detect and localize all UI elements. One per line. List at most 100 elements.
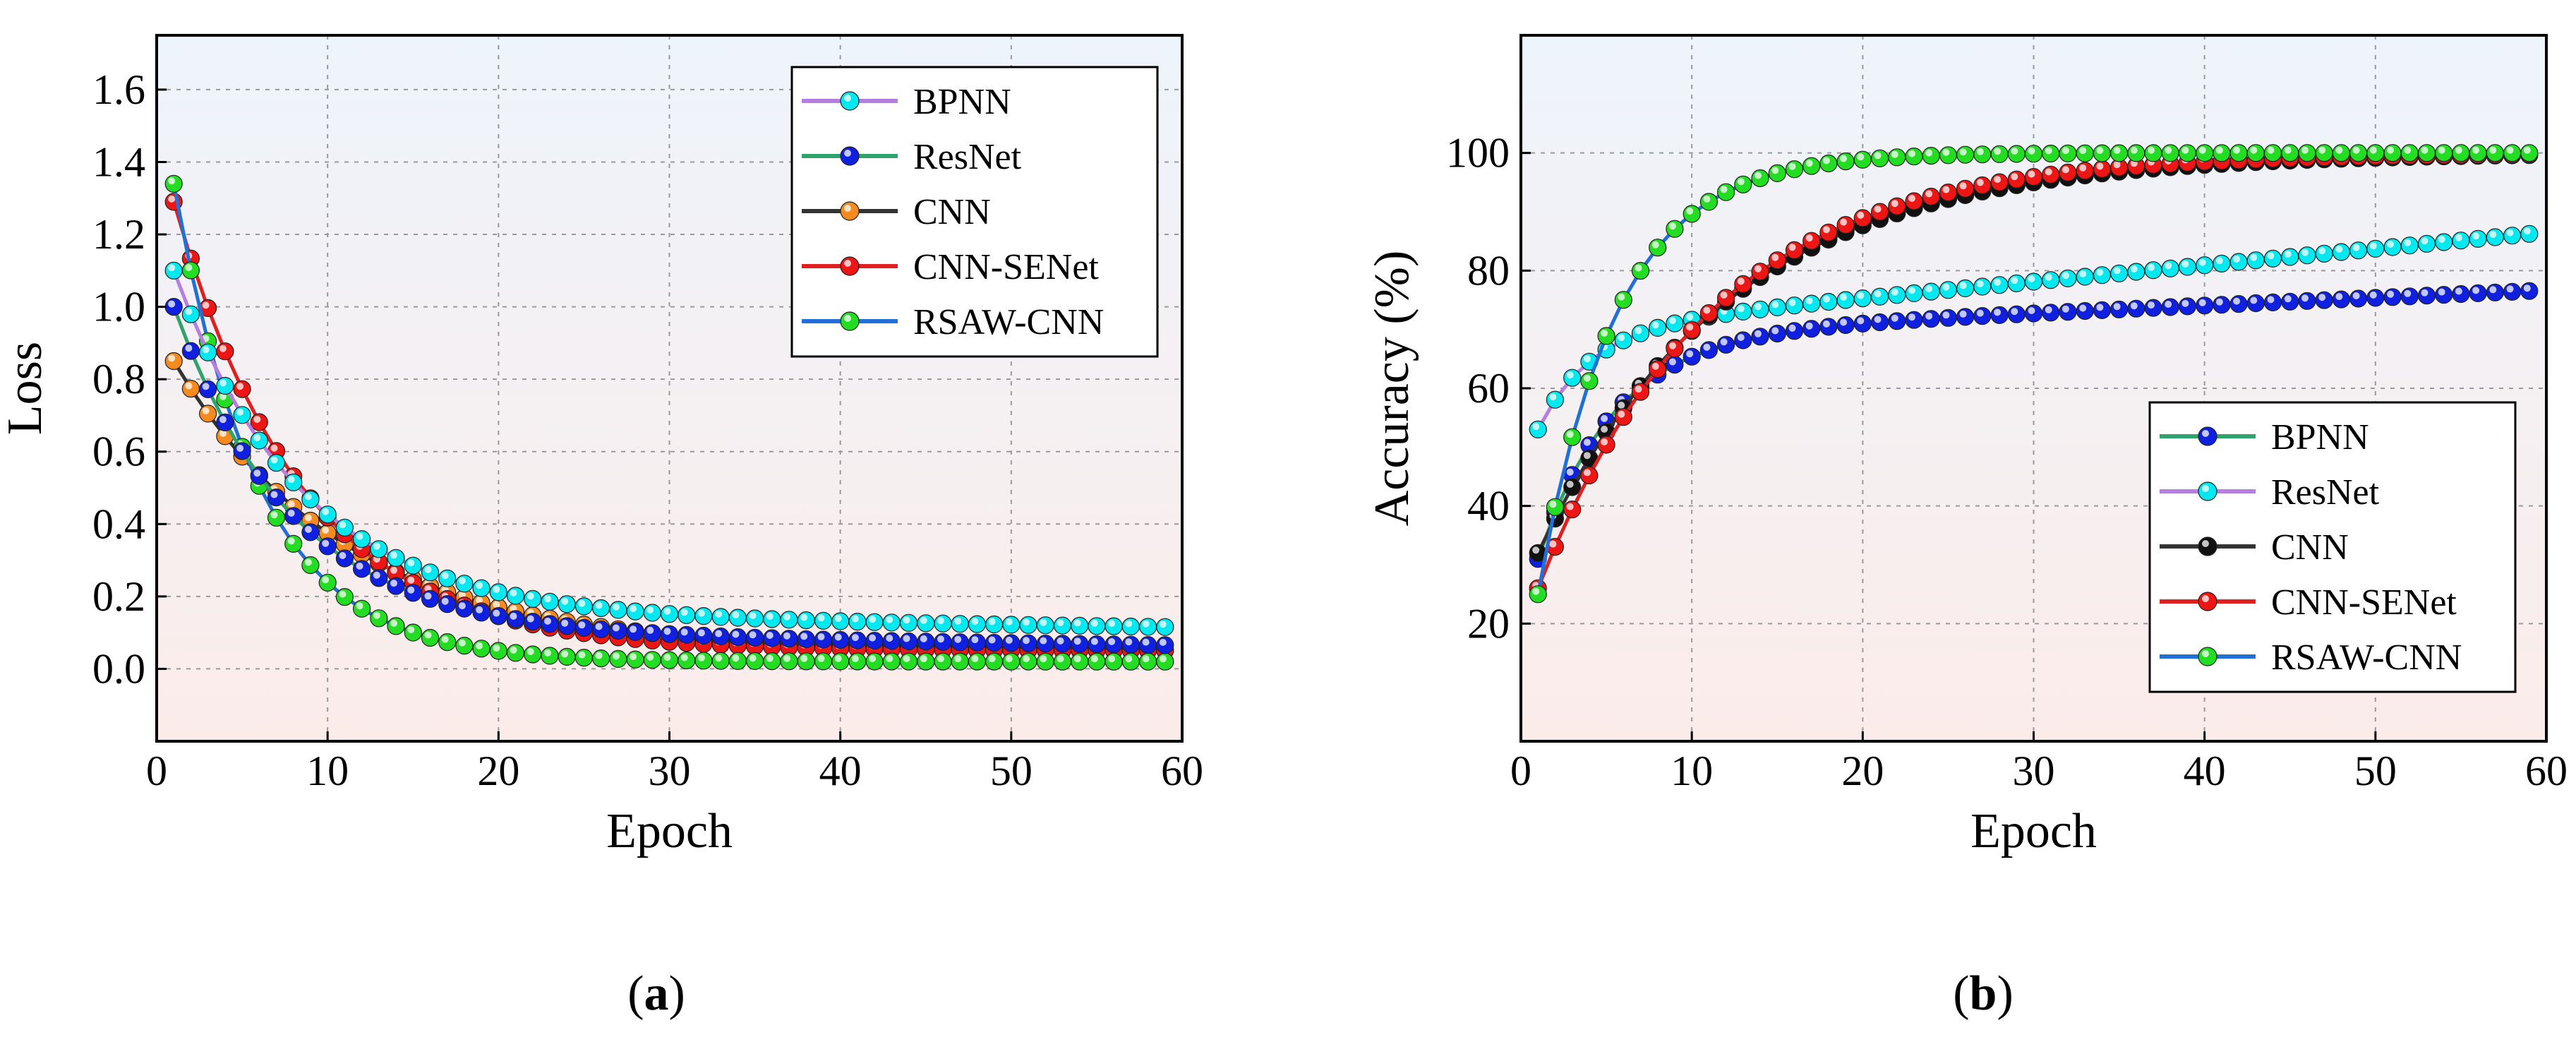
point-sheen: [441, 597, 449, 605]
point-sheen: [2011, 308, 2018, 316]
point-sheen: [458, 577, 466, 585]
point-sheen: [2198, 299, 2206, 306]
point-sheen: [202, 346, 210, 354]
point-sheen: [1891, 200, 1898, 208]
point-sheen: [844, 315, 851, 322]
y-tick-label: 0.8: [92, 356, 145, 402]
point-sheen: [1737, 305, 1745, 313]
x-tick-label: 0: [1510, 748, 1531, 794]
legend-item: BPNN: [802, 82, 1011, 122]
point-sheen: [1720, 338, 1728, 346]
point-sheen: [2202, 650, 2209, 657]
point-sheen: [697, 654, 705, 661]
point-sheen: [561, 597, 569, 605]
point-sheen: [2472, 232, 2480, 240]
point-sheen: [1583, 355, 1591, 363]
point-sheen: [1840, 155, 1848, 162]
point-sheen: [2369, 242, 2377, 250]
point-sheen: [2181, 146, 2189, 154]
point-sheen: [2113, 303, 2121, 311]
point-sheen: [663, 607, 671, 615]
point-sheen: [322, 576, 330, 584]
point-sheen: [732, 611, 740, 618]
point-sheen: [783, 654, 790, 662]
accuracy-chart: 0 10 20 30 40 50 60 20 40 60 80 100 Epoch Accuracy (%…: [1365, 34, 2568, 858]
point-sheen: [2438, 288, 2445, 296]
point-sheen: [2165, 301, 2172, 308]
point-sheen: [2079, 164, 2087, 172]
point-sheen: [2523, 227, 2531, 235]
legend-item: ResNet: [2160, 472, 2380, 513]
y-tick-label: 20: [1467, 600, 1510, 647]
point-sheen: [971, 636, 979, 644]
point-sheen: [1005, 618, 1013, 625]
point-sheen: [834, 633, 842, 641]
point-sheen: [510, 589, 517, 597]
point-sheen: [236, 408, 244, 416]
point-sheen: [1857, 317, 1865, 325]
point-sheen: [2181, 299, 2189, 307]
point-sheen: [1771, 301, 1779, 309]
point-sheen: [185, 345, 193, 352]
point-sheen: [253, 434, 261, 441]
point-sheen: [168, 300, 176, 308]
x-tick-label: 10: [306, 748, 349, 794]
point-sheen: [1583, 452, 1591, 460]
point-sheen: [2284, 146, 2292, 154]
point-sheen: [304, 558, 312, 566]
point-sheen: [2079, 147, 2087, 155]
point-sheen: [253, 469, 261, 477]
point-sheen: [817, 654, 825, 662]
point-sheen: [2215, 298, 2223, 306]
point-sheen: [1908, 150, 1915, 157]
point-sheen: [510, 646, 517, 654]
point-sheen: [168, 264, 176, 272]
point-sheen: [1822, 226, 1830, 234]
point-sheen: [1822, 320, 1830, 328]
point-sheen: [646, 653, 654, 661]
point-sheen: [185, 382, 193, 390]
y-tick-label: 0.6: [92, 429, 145, 475]
point-sheen: [903, 616, 910, 624]
point-sheen: [920, 635, 927, 642]
point-sheen: [1583, 438, 1591, 446]
point-sheen: [1532, 546, 1540, 554]
point-sheen: [2404, 146, 2412, 154]
point-sheen: [2113, 147, 2121, 154]
point-sheen: [526, 592, 534, 600]
point-sheen: [817, 633, 825, 640]
point-sheen: [1942, 186, 1950, 193]
point-sheen: [270, 511, 278, 519]
point-sheen: [2404, 239, 2412, 246]
point-sheen: [390, 566, 397, 574]
point-sheen: [2455, 234, 2462, 241]
point-sheen: [2215, 146, 2223, 154]
point-sheen: [2523, 285, 2531, 292]
point-sheen: [1635, 327, 1642, 335]
y-tick-label: 0.4: [92, 501, 145, 547]
point-sheen: [2250, 146, 2258, 154]
legend: BPNN ResNet CNN CNN-SENet RSAW-CNN: [2148, 401, 2517, 693]
point-sheen: [783, 632, 790, 640]
legend-label: CNN-SENet: [2271, 582, 2457, 623]
point-sheen: [1925, 285, 1933, 293]
x-tick-label: 40: [819, 748, 862, 794]
point-sheen: [1159, 621, 1167, 628]
point-sheen: [612, 652, 620, 660]
point-sheen: [476, 582, 483, 589]
point-sheen: [2318, 294, 2326, 301]
point-sheen: [1108, 655, 1116, 663]
point-sheen: [1857, 153, 1865, 161]
point-sheen: [1090, 637, 1098, 645]
point-sheen: [2352, 292, 2360, 299]
point-sheen: [1549, 393, 1557, 401]
point-sheen: [800, 613, 808, 621]
point-sheen: [2489, 231, 2497, 238]
x-tick-label: 60: [1161, 748, 1203, 794]
point-sheen: [2301, 248, 2309, 256]
point-sheen: [2165, 146, 2172, 154]
point-sheen: [304, 493, 312, 501]
point-sheen: [1891, 288, 1898, 296]
point-sheen: [544, 649, 551, 657]
point-sheen: [1005, 636, 1013, 644]
